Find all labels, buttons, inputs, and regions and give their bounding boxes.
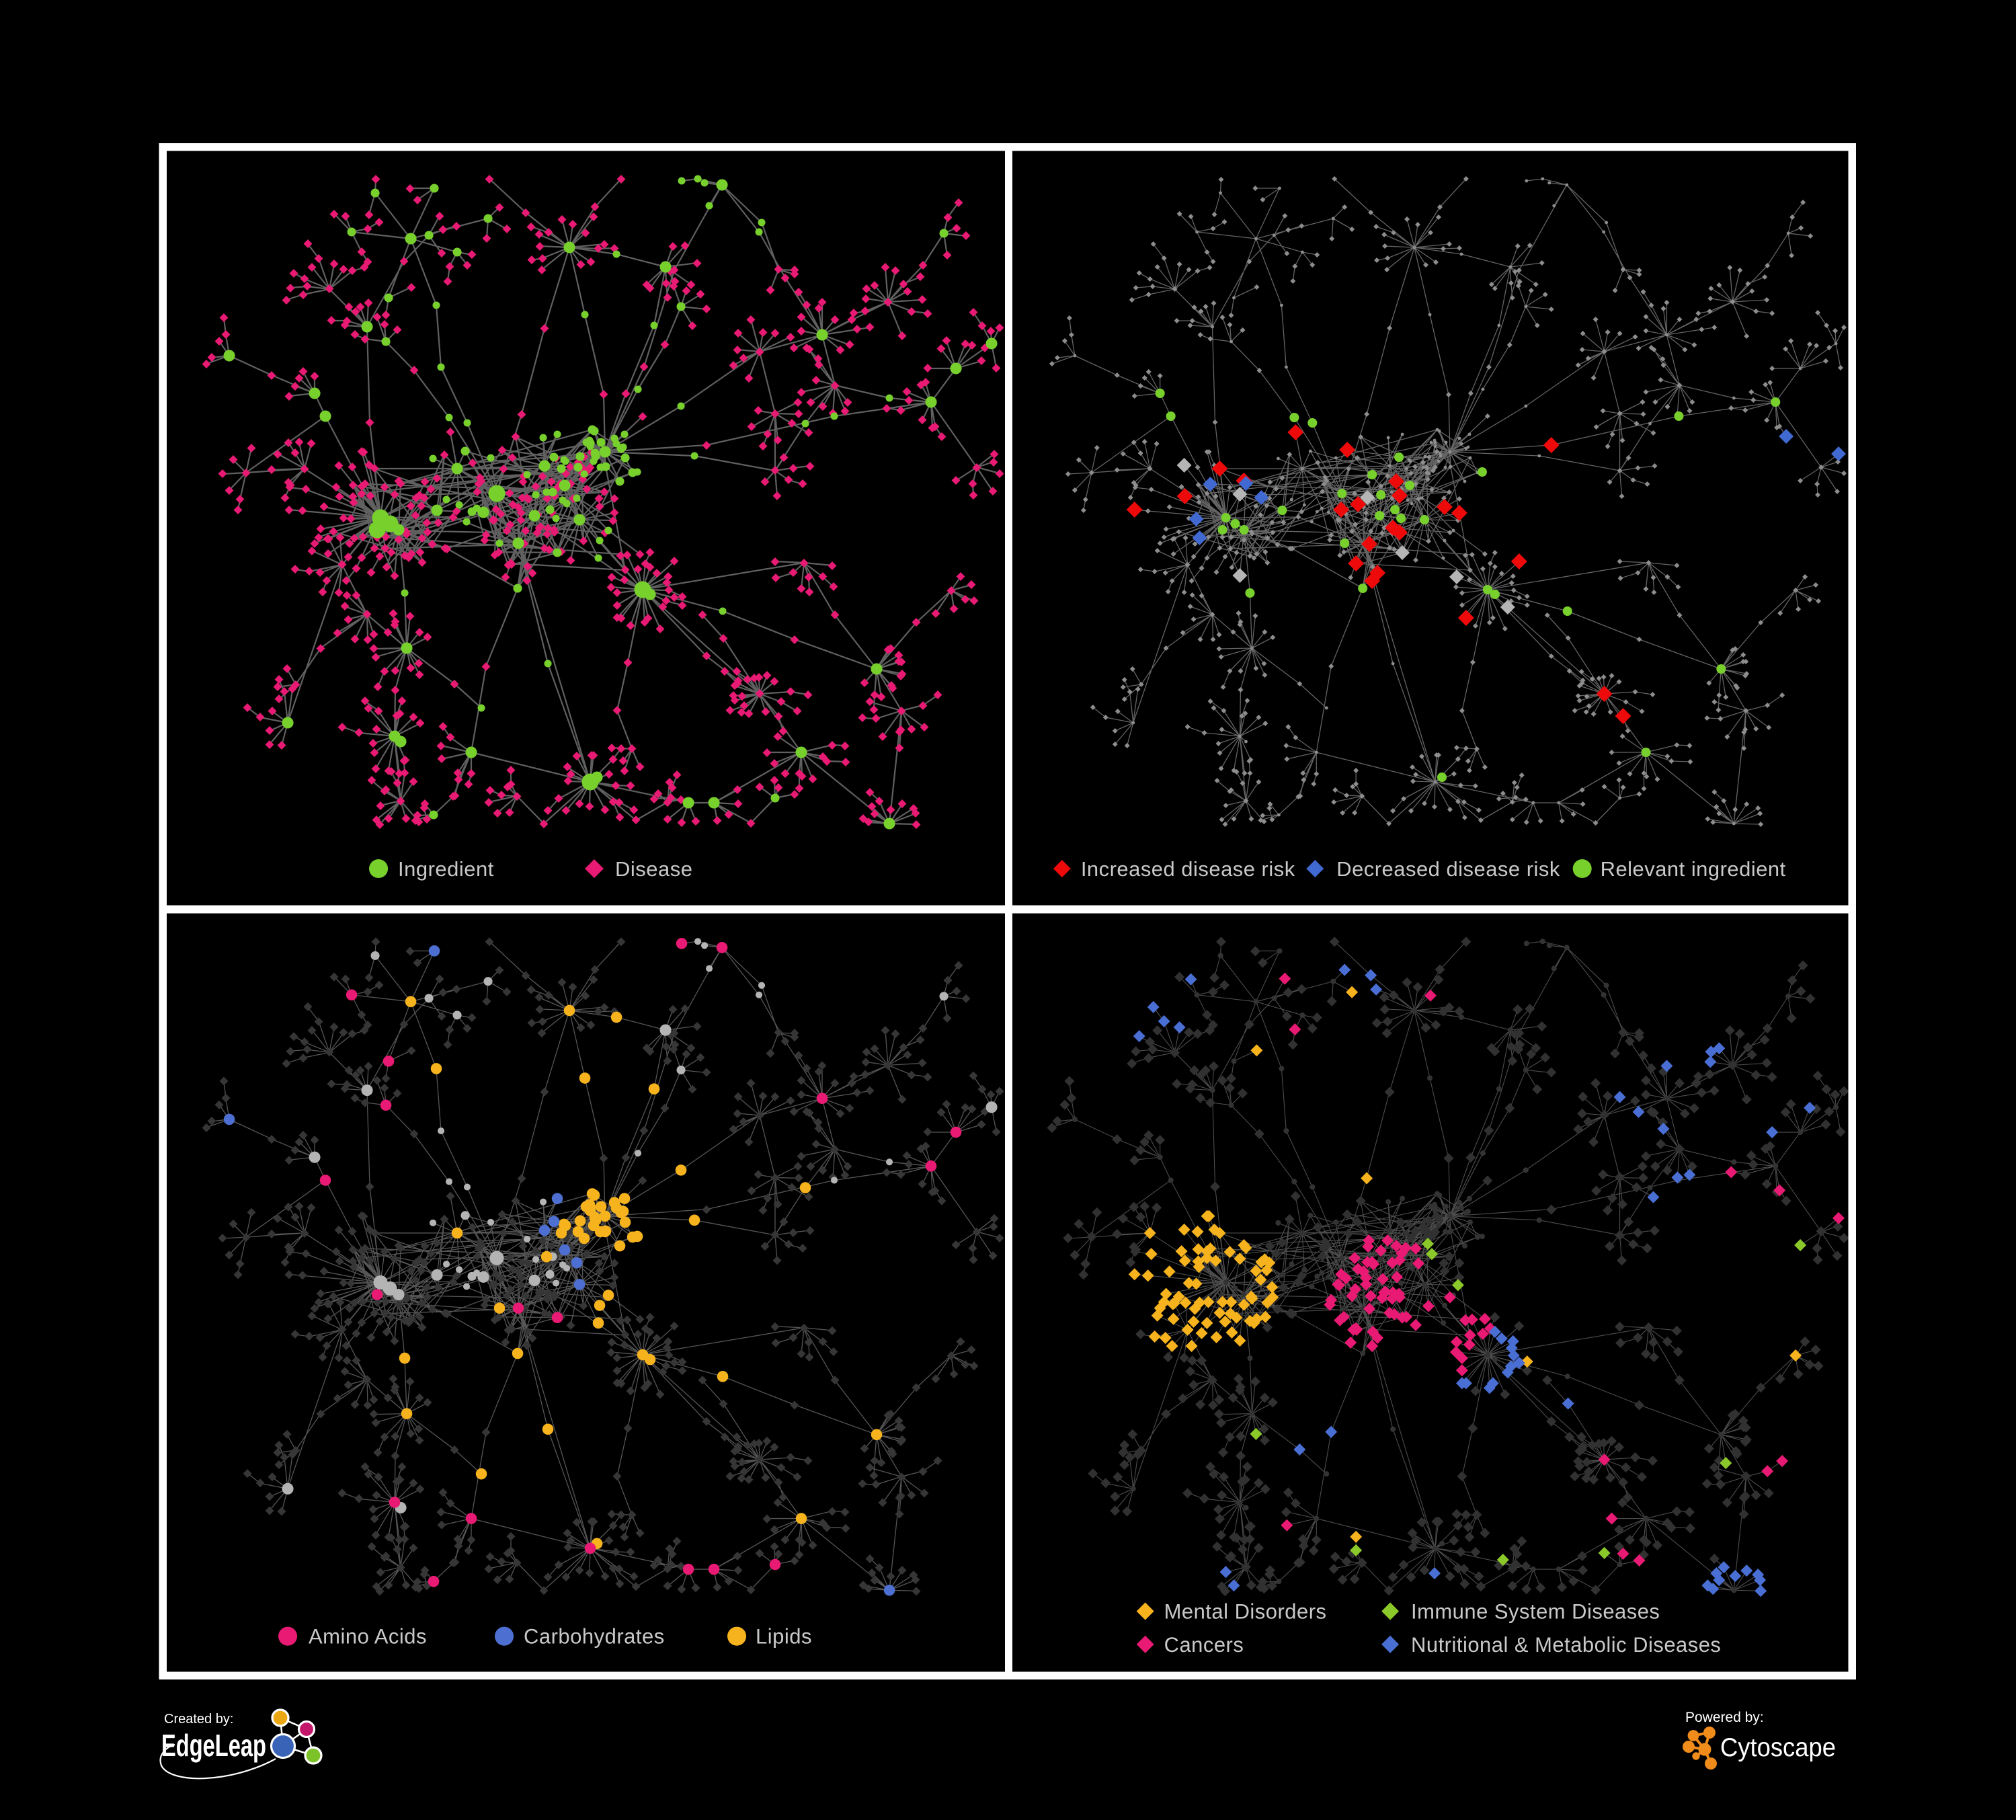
svg-text:Carbohydrates: Carbohydrates — [524, 1625, 665, 1649]
svg-text:Created by:: Created by: — [164, 1712, 233, 1727]
svg-text:Lipids: Lipids — [756, 1625, 812, 1649]
svg-text:Amino Acids: Amino Acids — [309, 1625, 427, 1649]
svg-text:Ingredient: Ingredient — [398, 857, 494, 881]
svg-text:Disease: Disease — [615, 857, 693, 881]
svg-text:Relevant ingredient: Relevant ingredient — [1601, 857, 1786, 881]
svg-text:Mental Disorders: Mental Disorders — [1164, 1599, 1327, 1623]
svg-text:Cytoscape: Cytoscape — [1720, 1733, 1836, 1762]
svg-text:Decreased disease risk: Decreased disease risk — [1336, 857, 1560, 881]
svg-text:Powered by:: Powered by: — [1685, 1710, 1764, 1725]
svg-text:Nutritional & Metabolic Diseas: Nutritional & Metabolic Diseases — [1411, 1633, 1721, 1657]
svg-text:Cancers: Cancers — [1164, 1633, 1244, 1657]
svg-text:EdgeLeap: EdgeLeap — [161, 1728, 266, 1763]
svg-text:Immune System Diseases: Immune System Diseases — [1411, 1599, 1660, 1623]
svg-text:Increased disease risk: Increased disease risk — [1081, 857, 1295, 881]
